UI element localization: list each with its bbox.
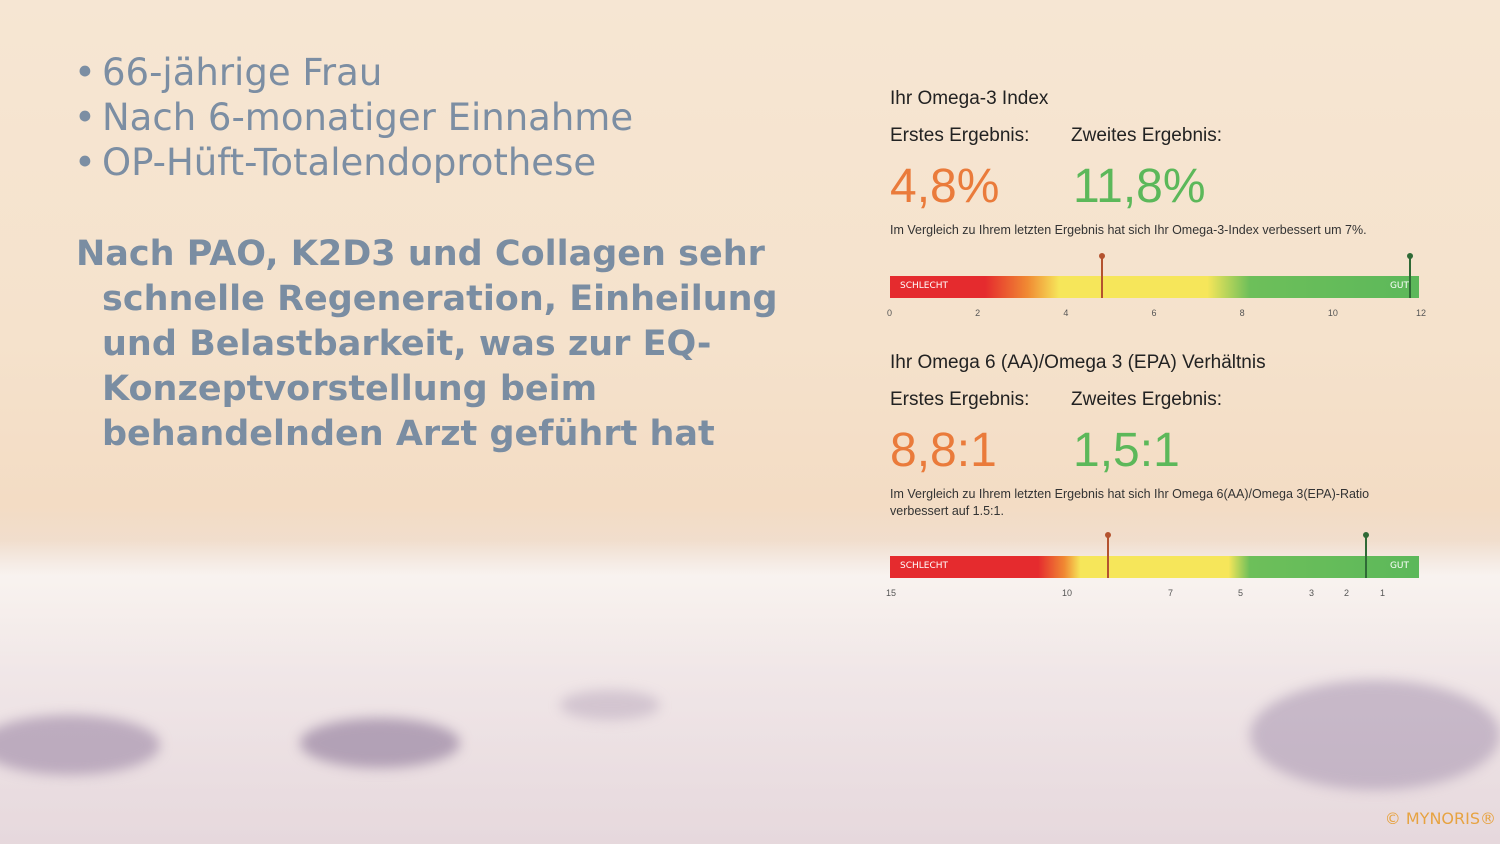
hill-decoration: [560, 690, 660, 720]
scale-tick-label: 8: [1239, 308, 1245, 318]
first-result-value: 8,8:1: [890, 424, 997, 477]
omega3-note: Im Vergleich zu Ihrem letzten Ergebnis h…: [890, 223, 1367, 237]
scale-tick-label: 2: [1344, 588, 1350, 598]
scale-tick-label: 1: [1380, 588, 1386, 598]
first-result-marker: [1098, 253, 1105, 298]
scale-tick-label: 10: [1327, 308, 1338, 318]
bullet-item: • OP-Hüft-Totalendoprothese: [74, 141, 597, 184]
first-result-marker: [1105, 532, 1112, 578]
summary-paragraph: Nach PAO, K2D3 und Collagen sehr schnell…: [76, 234, 778, 454]
scale-tick-label: 15: [886, 588, 897, 598]
omega3-scale-bar: SCHLECHT GUT: [890, 276, 1419, 298]
scale-tick-label: 7: [1168, 588, 1174, 598]
second-result-marker: [1363, 532, 1369, 578]
ratio-title: Ihr Omega 6 (AA)/Omega 3 (EPA) Verhältni…: [890, 352, 1266, 373]
copyright-text: © MYNORIS®: [1384, 809, 1496, 828]
hill-decoration: [1250, 680, 1500, 790]
ratio-panel: Ihr Omega 6 (AA)/Omega 3 (EPA) Verhältni…: [890, 352, 1450, 520]
first-result-label: Erstes Ergebnis:: [890, 389, 1030, 410]
bullet-list: • 66-jährige Frau • Nach 6-monatiger Einna…: [74, 50, 633, 185]
scale-tick-label: 3: [1309, 588, 1315, 598]
bullet-dot: •: [74, 96, 96, 139]
scale-tick-label: 4: [1063, 308, 1069, 318]
second-result-value: 11,8%: [1073, 160, 1206, 213]
second-result-label: Zweites Ergebnis:: [1071, 125, 1223, 146]
bullet-dot: •: [74, 141, 96, 184]
good-label: GUT: [1389, 561, 1409, 571]
ratio-scale-bar: SCHLECHT GUT: [890, 556, 1419, 578]
second-result-label: Zweites Ergebnis:: [1071, 389, 1223, 410]
scale-tick-label: 12: [1416, 308, 1427, 318]
scale-tick-label: 5: [1238, 588, 1244, 598]
mist-background: [0, 540, 1500, 844]
ratio-labels: Erstes Ergebnis: Zweites Ergebnis:: [890, 389, 1450, 415]
hill-decoration: [0, 715, 160, 775]
bullet-dot: •: [74, 51, 96, 94]
scale-tick-label: 0: [887, 308, 893, 318]
good-label: GUT: [1389, 281, 1409, 291]
first-result-value: 4,8%: [890, 160, 1000, 213]
bad-label: SCHLECHT: [900, 561, 949, 571]
second-result-value: 1,5:1: [1073, 424, 1180, 477]
first-result-label: Erstes Ergebnis:: [890, 125, 1030, 146]
omega3-title: Ihr Omega-3 Index: [890, 88, 1049, 109]
ratio-note: Im Vergleich zu Ihrem letzten Ergebnis h…: [890, 487, 1370, 518]
bad-label: SCHLECHT: [900, 281, 949, 291]
second-result-marker: [1407, 253, 1414, 298]
omega3-panel: Ihr Omega-3 Index Erstes Ergebnis: Zweit…: [890, 88, 1450, 239]
ratio-values: 8,8:1 1,5:1: [890, 423, 1450, 483]
bullet-item: • 66-jährige Frau: [74, 51, 383, 94]
omega3-labels: Erstes Ergebnis: Zweites Ergebnis:: [890, 125, 1450, 151]
scale-tick-label: 6: [1151, 308, 1157, 318]
scale-tick-label: 10: [1062, 588, 1073, 598]
omega3-values: 4,8% 11,8%: [890, 159, 1450, 219]
bullet-item: • Nach 6-monatiger Einnahme: [74, 96, 634, 139]
scale-tick-label: 2: [975, 308, 981, 318]
hill-decoration: [300, 718, 460, 768]
